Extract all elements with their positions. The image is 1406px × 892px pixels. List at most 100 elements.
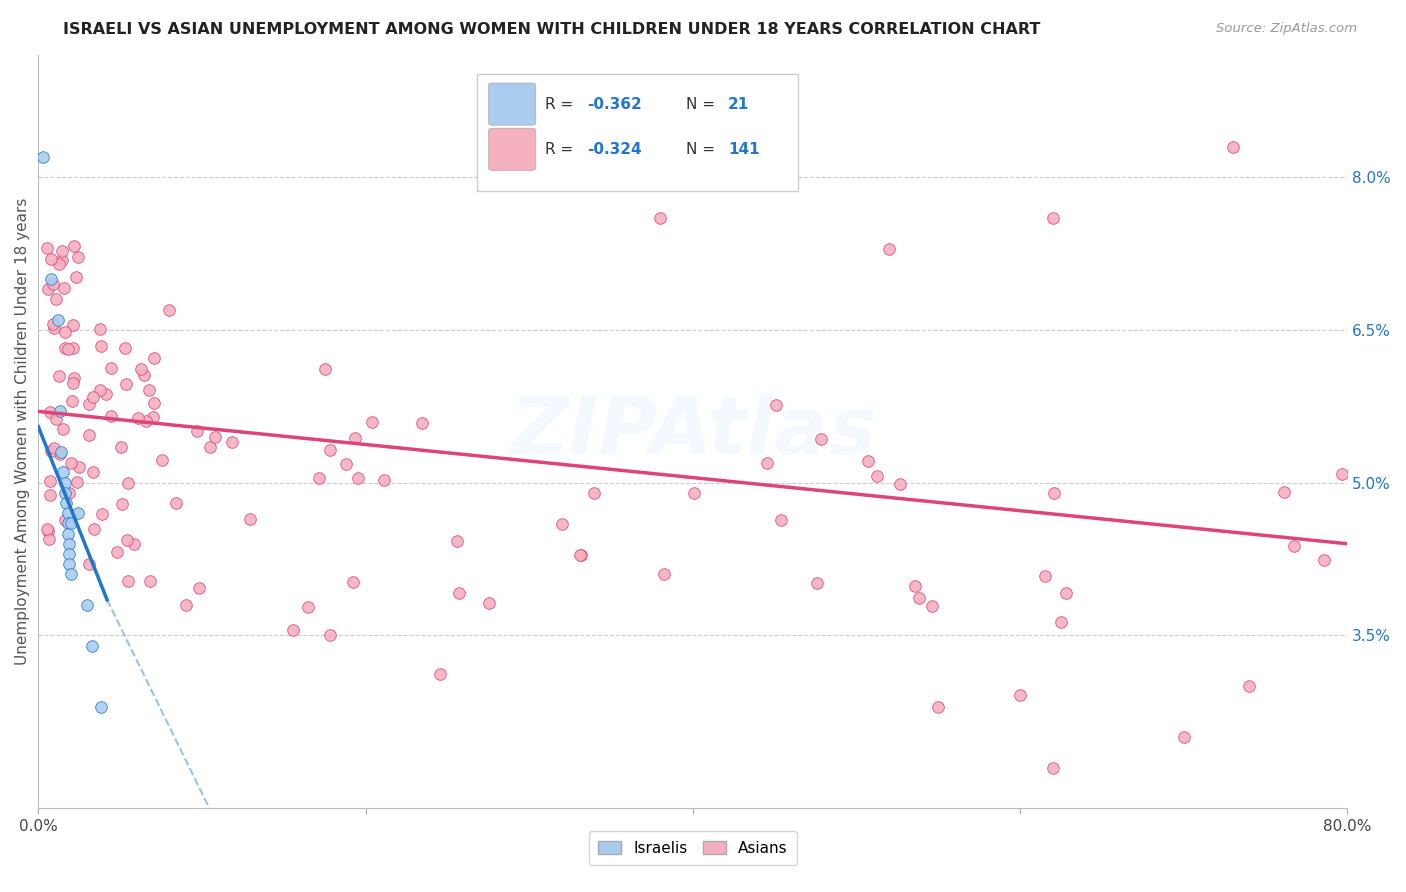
- Point: [1313, 553, 1336, 567]
- Point: [89, 322, 111, 336]
- Point: [115, 533, 138, 548]
- Text: -0.324: -0.324: [586, 142, 641, 157]
- Point: [755, 456, 778, 470]
- Point: [35, 241, 58, 255]
- Point: [1042, 761, 1064, 775]
- Point: [53, 341, 76, 355]
- Point: [866, 468, 889, 483]
- Point: [58, 537, 80, 551]
- Point: [77, 428, 100, 442]
- Point: [447, 586, 470, 600]
- Point: [188, 581, 211, 595]
- Point: [62, 341, 84, 355]
- Point: [335, 457, 357, 471]
- Point: [62, 376, 84, 391]
- Point: [411, 416, 433, 430]
- Point: [44, 442, 66, 456]
- Text: R =: R =: [546, 142, 578, 157]
- Point: [117, 574, 139, 589]
- Point: [297, 600, 319, 615]
- Point: [174, 599, 197, 613]
- Point: [1043, 485, 1066, 500]
- Point: [347, 471, 370, 485]
- Y-axis label: Unemployment Among Women with Children Under 18 years: Unemployment Among Women with Children U…: [15, 198, 30, 665]
- Point: [45, 411, 67, 425]
- Point: [59, 456, 82, 470]
- Point: [56, 526, 79, 541]
- Point: [38, 488, 60, 502]
- Point: [319, 442, 342, 457]
- Text: 141: 141: [728, 142, 759, 157]
- Point: [308, 470, 330, 484]
- Point: [110, 496, 132, 510]
- Point: [94, 387, 117, 401]
- Point: [1173, 730, 1195, 744]
- Point: [429, 667, 451, 681]
- Point: [927, 699, 949, 714]
- Point: [48, 257, 70, 271]
- Point: [114, 341, 136, 355]
- Point: [110, 440, 132, 454]
- Point: [77, 397, 100, 411]
- Point: [58, 485, 80, 500]
- Point: [53, 513, 76, 527]
- Point: [810, 432, 832, 446]
- Point: [142, 396, 165, 410]
- Point: [52, 466, 75, 480]
- Point: [907, 591, 929, 606]
- Point: [82, 465, 104, 479]
- Point: [150, 453, 173, 467]
- Point: [51, 244, 73, 259]
- Point: [806, 576, 828, 591]
- Point: [315, 361, 337, 376]
- Point: [58, 547, 80, 561]
- Point: [42, 318, 65, 332]
- Point: [38, 404, 60, 418]
- Point: [319, 628, 342, 642]
- Point: [582, 485, 605, 500]
- Point: [765, 398, 787, 412]
- Point: [56, 343, 79, 357]
- Point: [76, 598, 98, 612]
- Point: [48, 369, 70, 384]
- Point: [53, 475, 76, 490]
- Point: [921, 599, 943, 613]
- Point: [32, 150, 55, 164]
- Point: [41, 252, 63, 266]
- Text: N =: N =: [686, 96, 720, 112]
- Point: [889, 477, 911, 491]
- Point: [281, 624, 304, 638]
- Point: [38, 474, 60, 488]
- FancyBboxPatch shape: [489, 128, 536, 170]
- Point: [135, 414, 157, 428]
- Point: [1222, 140, 1244, 154]
- Point: [52, 281, 75, 295]
- Point: [65, 269, 87, 284]
- Point: [66, 475, 89, 489]
- Point: [49, 447, 72, 461]
- Point: [91, 507, 114, 521]
- Point: [100, 360, 122, 375]
- Point: [361, 415, 384, 429]
- Point: [37, 282, 59, 296]
- Point: [55, 496, 77, 510]
- Point: [38, 532, 60, 546]
- Point: [58, 557, 80, 571]
- Point: [139, 574, 162, 589]
- Point: [186, 425, 208, 439]
- Point: [648, 211, 671, 225]
- Text: N =: N =: [686, 142, 720, 157]
- Point: [1050, 615, 1073, 630]
- Point: [124, 536, 146, 550]
- Point: [52, 421, 75, 435]
- Point: [1008, 688, 1031, 702]
- Text: ISRAELI VS ASIAN UNEMPLOYMENT AMONG WOMEN WITH CHILDREN UNDER 18 YEARS CORRELATI: ISRAELI VS ASIAN UNEMPLOYMENT AMONG WOME…: [63, 22, 1040, 37]
- Point: [39, 444, 62, 458]
- Point: [41, 272, 63, 286]
- Text: R =: R =: [546, 96, 578, 112]
- Point: [53, 325, 76, 339]
- Point: [239, 511, 262, 525]
- Point: [344, 431, 367, 445]
- Point: [477, 596, 499, 610]
- Point: [142, 351, 165, 366]
